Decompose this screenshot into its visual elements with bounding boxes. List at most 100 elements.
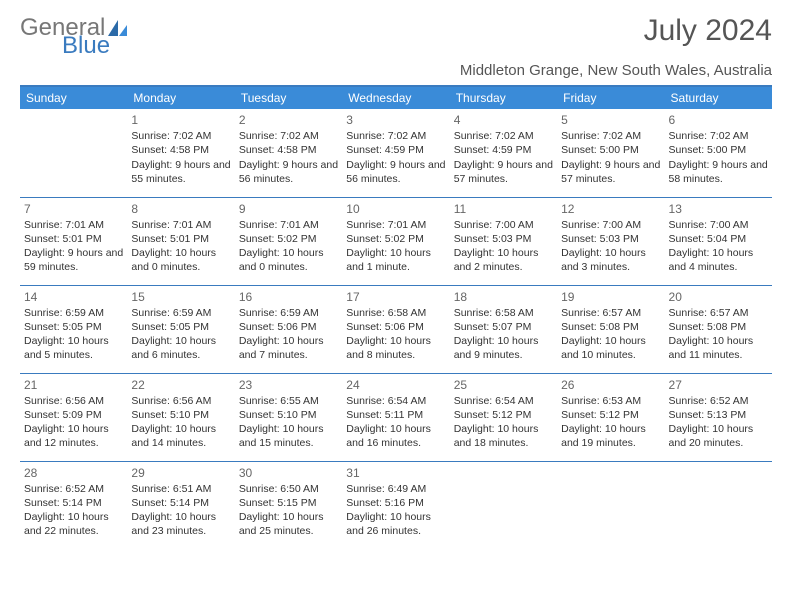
sunset-line: Sunset: 4:58 PM (239, 143, 338, 157)
sunset-line: Sunset: 5:05 PM (131, 320, 230, 334)
calendar-day-cell: 25Sunrise: 6:54 AMSunset: 5:12 PMDayligh… (450, 373, 557, 461)
weekday-header: Thursday (450, 86, 557, 109)
sunset-line: Sunset: 4:59 PM (454, 143, 553, 157)
calendar-day-cell: 19Sunrise: 6:57 AMSunset: 5:08 PMDayligh… (557, 285, 664, 373)
daylight-line: Daylight: 10 hours and 22 minutes. (24, 510, 123, 538)
day-number: 2 (239, 112, 338, 128)
daylight-line: Daylight: 9 hours and 59 minutes. (24, 246, 123, 274)
day-number: 1 (131, 112, 230, 128)
calendar-day-cell: 7Sunrise: 7:01 AMSunset: 5:01 PMDaylight… (20, 197, 127, 285)
day-number: 29 (131, 465, 230, 481)
daylight-line: Daylight: 10 hours and 7 minutes. (239, 334, 338, 362)
calendar-day-cell: 6Sunrise: 7:02 AMSunset: 5:00 PMDaylight… (665, 109, 772, 197)
calendar-day-cell (665, 461, 772, 549)
day-number: 27 (669, 377, 768, 393)
daylight-line: Daylight: 10 hours and 3 minutes. (561, 246, 660, 274)
daylight-line: Daylight: 9 hours and 58 minutes. (669, 158, 768, 186)
day-number: 30 (239, 465, 338, 481)
weekday-header: Monday (127, 86, 234, 109)
sunrise-line: Sunrise: 6:51 AM (131, 482, 230, 496)
sunset-line: Sunset: 5:04 PM (669, 232, 768, 246)
sunrise-line: Sunrise: 7:02 AM (454, 129, 553, 143)
calendar-day-cell: 15Sunrise: 6:59 AMSunset: 5:05 PMDayligh… (127, 285, 234, 373)
calendar-day-cell: 1Sunrise: 7:02 AMSunset: 4:58 PMDaylight… (127, 109, 234, 197)
day-number: 6 (669, 112, 768, 128)
sunrise-line: Sunrise: 7:00 AM (561, 218, 660, 232)
sunset-line: Sunset: 5:10 PM (239, 408, 338, 422)
day-number: 12 (561, 201, 660, 217)
calendar-week-row: 14Sunrise: 6:59 AMSunset: 5:05 PMDayligh… (20, 285, 772, 373)
day-number: 28 (24, 465, 123, 481)
daylight-line: Daylight: 10 hours and 25 minutes. (239, 510, 338, 538)
sunset-line: Sunset: 5:00 PM (669, 143, 768, 157)
calendar-day-cell (20, 109, 127, 197)
daylight-line: Daylight: 10 hours and 14 minutes. (131, 422, 230, 450)
day-number: 15 (131, 289, 230, 305)
day-number: 16 (239, 289, 338, 305)
sunset-line: Sunset: 5:06 PM (239, 320, 338, 334)
calendar-day-cell: 29Sunrise: 6:51 AMSunset: 5:14 PMDayligh… (127, 461, 234, 549)
weekday-header: Wednesday (342, 86, 449, 109)
calendar-day-cell: 18Sunrise: 6:58 AMSunset: 5:07 PMDayligh… (450, 285, 557, 373)
sunset-line: Sunset: 5:12 PM (561, 408, 660, 422)
day-number: 9 (239, 201, 338, 217)
day-number: 14 (24, 289, 123, 305)
sunrise-line: Sunrise: 6:57 AM (561, 306, 660, 320)
sunrise-line: Sunrise: 7:02 AM (561, 129, 660, 143)
weekday-header: Friday (557, 86, 664, 109)
calendar-day-cell: 13Sunrise: 7:00 AMSunset: 5:04 PMDayligh… (665, 197, 772, 285)
day-number: 25 (454, 377, 553, 393)
month-title: July 2024 (644, 14, 772, 48)
calendar-body: 1Sunrise: 7:02 AMSunset: 4:58 PMDaylight… (20, 109, 772, 549)
calendar-week-row: 1Sunrise: 7:02 AMSunset: 4:58 PMDaylight… (20, 109, 772, 197)
day-number: 8 (131, 201, 230, 217)
day-number: 19 (561, 289, 660, 305)
calendar-day-cell: 24Sunrise: 6:54 AMSunset: 5:11 PMDayligh… (342, 373, 449, 461)
sunrise-line: Sunrise: 6:55 AM (239, 394, 338, 408)
title-block: July 2024 (644, 14, 772, 48)
sunrise-line: Sunrise: 7:00 AM (669, 218, 768, 232)
daylight-line: Daylight: 10 hours and 8 minutes. (346, 334, 445, 362)
daylight-line: Daylight: 10 hours and 2 minutes. (454, 246, 553, 274)
sunrise-line: Sunrise: 7:02 AM (131, 129, 230, 143)
calendar-day-cell: 28Sunrise: 6:52 AMSunset: 5:14 PMDayligh… (20, 461, 127, 549)
sunset-line: Sunset: 5:15 PM (239, 496, 338, 510)
daylight-line: Daylight: 10 hours and 10 minutes. (561, 334, 660, 362)
sunset-line: Sunset: 5:02 PM (239, 232, 338, 246)
sunset-line: Sunset: 5:05 PM (24, 320, 123, 334)
sunset-line: Sunset: 5:09 PM (24, 408, 123, 422)
calendar-day-cell (557, 461, 664, 549)
location: Middleton Grange, New South Wales, Austr… (20, 62, 772, 79)
calendar-week-row: 21Sunrise: 6:56 AMSunset: 5:09 PMDayligh… (20, 373, 772, 461)
day-number: 5 (561, 112, 660, 128)
sunset-line: Sunset: 4:58 PM (131, 143, 230, 157)
daylight-line: Daylight: 10 hours and 23 minutes. (131, 510, 230, 538)
calendar-day-cell: 31Sunrise: 6:49 AMSunset: 5:16 PMDayligh… (342, 461, 449, 549)
sunrise-line: Sunrise: 7:00 AM (454, 218, 553, 232)
calendar-day-cell: 22Sunrise: 6:56 AMSunset: 5:10 PMDayligh… (127, 373, 234, 461)
sunrise-line: Sunrise: 7:01 AM (346, 218, 445, 232)
sunset-line: Sunset: 5:14 PM (131, 496, 230, 510)
calendar-day-cell: 9Sunrise: 7:01 AMSunset: 5:02 PMDaylight… (235, 197, 342, 285)
daylight-line: Daylight: 10 hours and 5 minutes. (24, 334, 123, 362)
day-number: 13 (669, 201, 768, 217)
sunset-line: Sunset: 5:00 PM (561, 143, 660, 157)
sunrise-line: Sunrise: 6:59 AM (131, 306, 230, 320)
sunrise-line: Sunrise: 6:52 AM (24, 482, 123, 496)
daylight-line: Daylight: 10 hours and 15 minutes. (239, 422, 338, 450)
calendar-day-cell: 27Sunrise: 6:52 AMSunset: 5:13 PMDayligh… (665, 373, 772, 461)
day-number: 21 (24, 377, 123, 393)
day-number: 22 (131, 377, 230, 393)
sunrise-line: Sunrise: 7:02 AM (346, 129, 445, 143)
day-number: 26 (561, 377, 660, 393)
calendar-day-cell (450, 461, 557, 549)
daylight-line: Daylight: 9 hours and 57 minutes. (561, 158, 660, 186)
logo-text-2: Blue (62, 32, 110, 60)
sunrise-line: Sunrise: 6:59 AM (239, 306, 338, 320)
day-number: 17 (346, 289, 445, 305)
sunset-line: Sunset: 5:08 PM (669, 320, 768, 334)
daylight-line: Daylight: 10 hours and 26 minutes. (346, 510, 445, 538)
sunrise-line: Sunrise: 7:01 AM (131, 218, 230, 232)
sunset-line: Sunset: 5:10 PM (131, 408, 230, 422)
sunset-line: Sunset: 5:08 PM (561, 320, 660, 334)
